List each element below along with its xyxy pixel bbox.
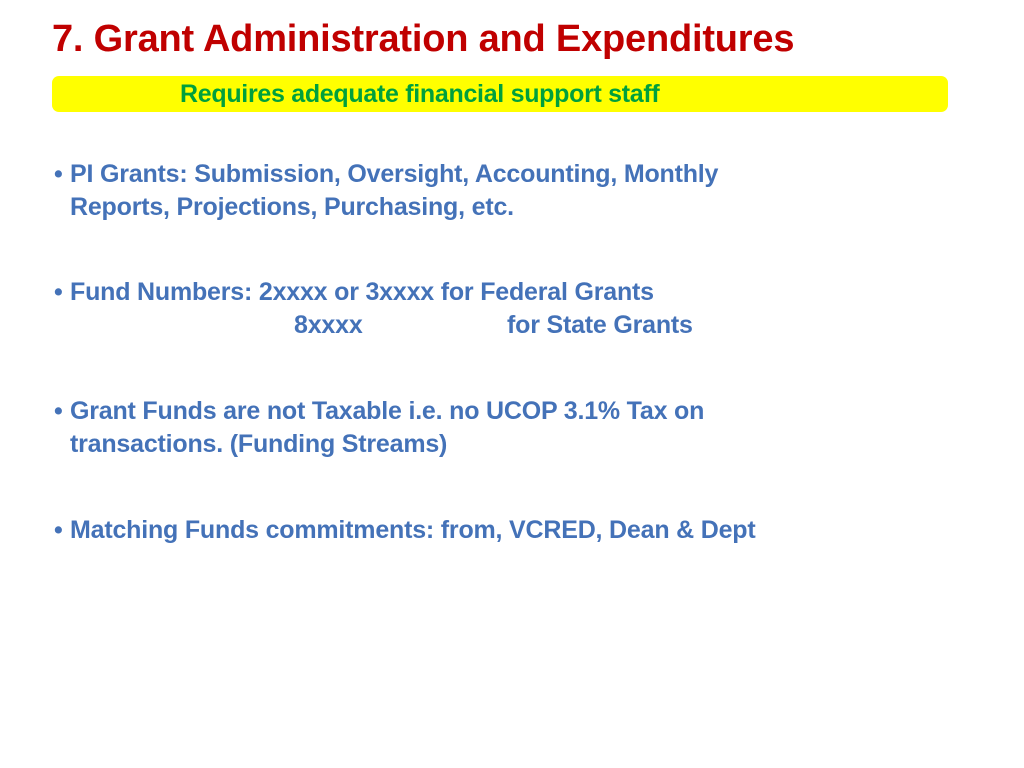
bullet-text: PI Grants: Submission, Oversight, Accoun…	[70, 160, 719, 188]
bullet-item-3: • Grant Funds are not Taxable i.e. no UC…	[52, 395, 982, 461]
slide-title: 7. Grant Administration and Expenditures	[52, 18, 795, 60]
bullet-item-2: • Fund Numbers: 2xxxx or 3xxxx for Feder…	[52, 276, 982, 342]
bullet-dot-icon: •	[54, 516, 63, 544]
bullet-dot-icon: •	[54, 160, 63, 188]
fund-number-state-label: for State Grants	[507, 311, 693, 339]
bullet-line: Reports, Projections, Purchasing, etc.	[52, 191, 982, 224]
bullet-text: Grant Funds are not Taxable i.e. no UCOP…	[70, 397, 705, 425]
bullet-line: • Fund Numbers: 2xxxx or 3xxxx for Feder…	[52, 276, 982, 309]
bullet-line: • Matching Funds commitments: from, VCRE…	[52, 514, 982, 547]
bullet-dot-icon: •	[54, 397, 63, 425]
bullet-text: Matching Funds commitments: from, VCRED,…	[70, 516, 756, 544]
slide-body: • PI Grants: Submission, Oversight, Acco…	[52, 158, 982, 547]
bullet-line: transactions. (Funding Streams)	[52, 428, 982, 461]
bullet-text: Fund Numbers: 2xxxx or 3xxxx for Federal…	[70, 278, 654, 306]
fund-number-state: 8xxxx	[294, 311, 363, 339]
bullet-line: • Grant Funds are not Taxable i.e. no UC…	[52, 395, 982, 428]
bullet-line: • PI Grants: Submission, Oversight, Acco…	[52, 158, 982, 191]
subtitle-text: Requires adequate financial support staf…	[180, 80, 660, 108]
bullet-item-1: • PI Grants: Submission, Oversight, Acco…	[52, 158, 982, 224]
bullet-item-4: • Matching Funds commitments: from, VCRE…	[52, 514, 982, 547]
subtitle-highlight-box: Requires adequate financial support staf…	[52, 76, 948, 112]
bullet-text: transactions. (Funding Streams)	[70, 430, 448, 458]
bullet-sub-line: 8xxxx for State Grants	[52, 309, 982, 342]
bullet-text: Reports, Projections, Purchasing, etc.	[70, 193, 514, 221]
bullet-dot-icon: •	[54, 278, 63, 306]
